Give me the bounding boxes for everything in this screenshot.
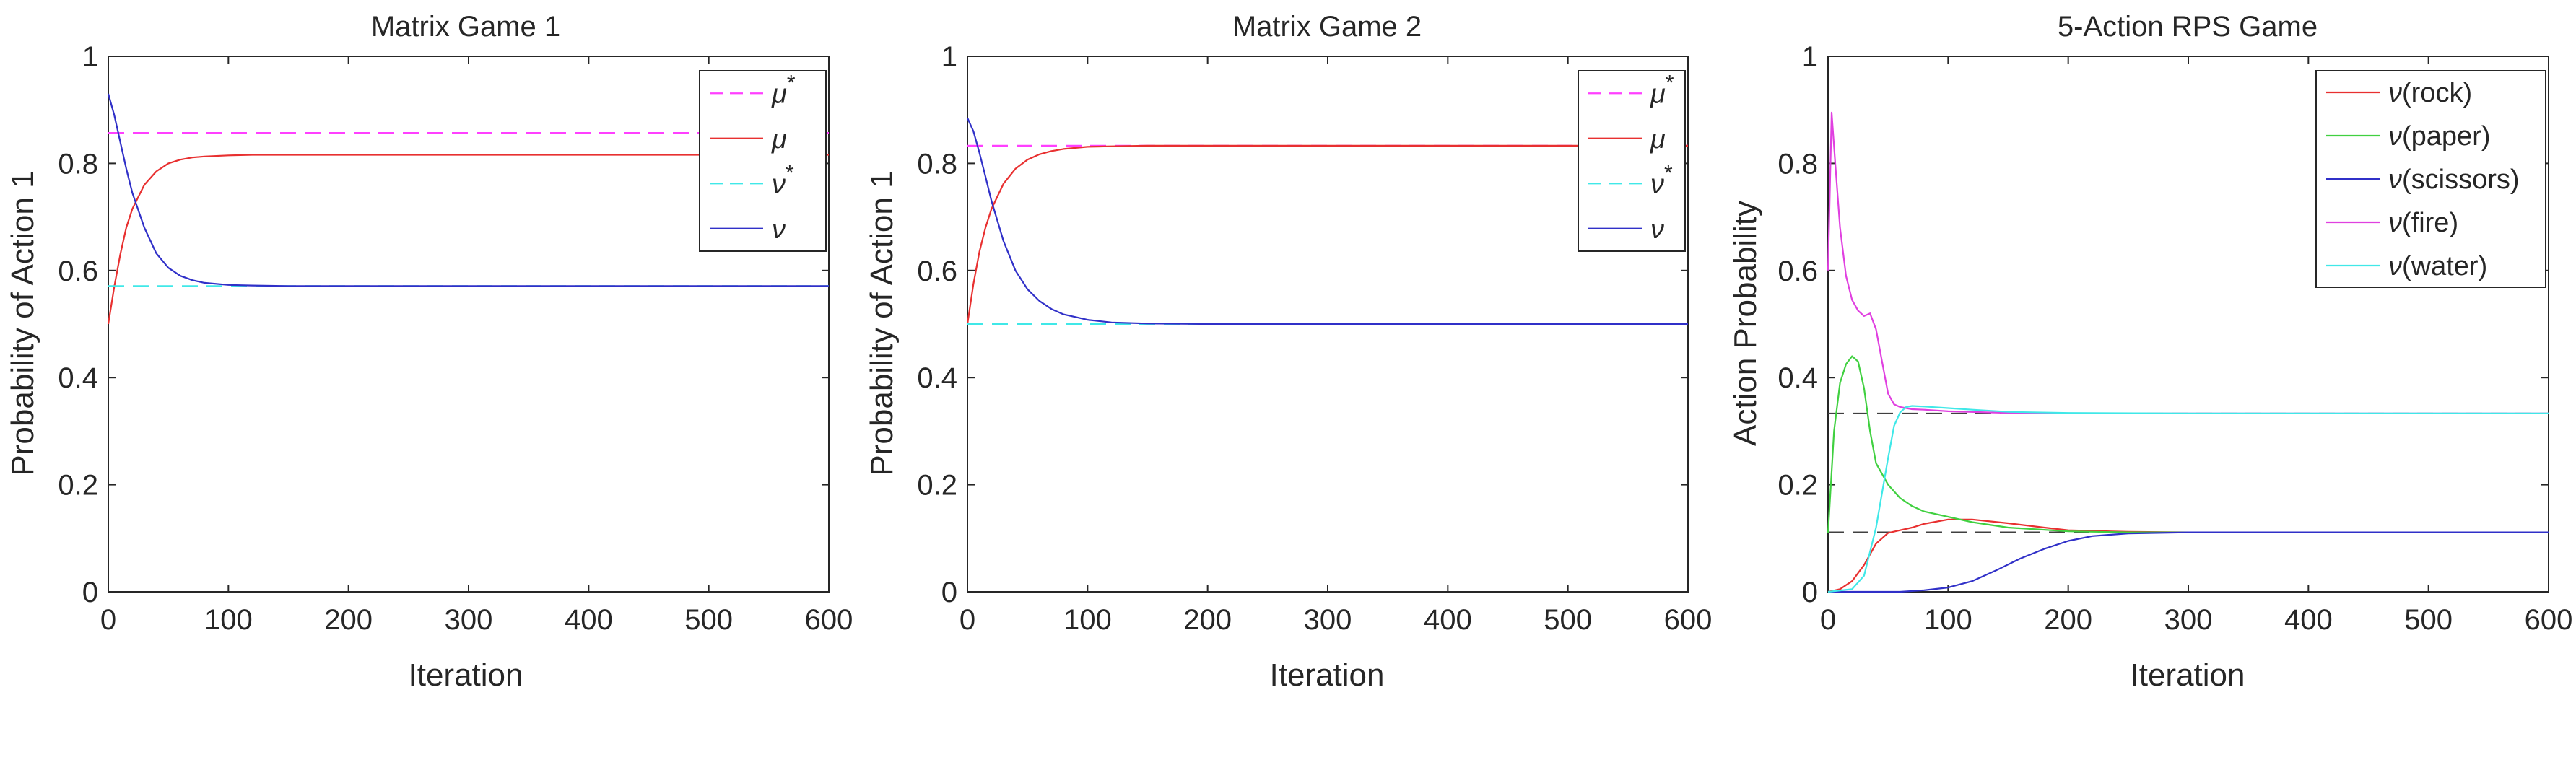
y-tick-label: 1 [1802,41,1818,73]
x-tick-label: 300 [1304,604,1352,636]
legend-label: (fire) [2402,208,2458,238]
legend: ν(rock)ν(paper)ν(scissors)ν(fire)ν(water… [2315,70,2546,288]
legend-entry: ν(fire) [2388,208,2458,238]
y-tick-label: 0.8 [1777,148,1818,180]
y-tick-label: 0.2 [917,470,957,502]
legend-label: (paper) [2402,121,2491,152]
legend: μ*μν*ν [1578,70,1686,252]
x-tick-label: 400 [565,604,613,636]
y-tick-label: 0.4 [1777,362,1818,394]
legend-entry: ν [772,214,786,245]
legend-superscript: * [1666,71,1674,95]
chart-title: Matrix Game 1 [371,11,560,43]
legend-symbol: ν [2388,78,2402,108]
y-tick-label: 0.6 [58,255,98,287]
x-tick-label: 300 [2164,604,2213,636]
y-tick-label: 0.4 [917,362,957,394]
x-tick-label: 0 [960,604,975,636]
x-tick-label: 200 [2044,604,2092,636]
legend-entry: μ* [771,71,796,109]
legend: μ*μν*ν [699,70,827,252]
legend-symbol: ν [2388,251,2402,281]
legend-symbol: ν [1650,169,1664,199]
x-tick-label: 300 [445,604,493,636]
legend-symbol: μ [1650,124,1666,154]
x-tick-label: 600 [805,604,853,636]
y-tick-label: 1 [82,41,98,73]
chart-title: 5-Action RPS Game [2058,11,2318,43]
legend-superscript: * [786,161,794,185]
y-tick-label: 0.8 [58,148,98,180]
y-axis-label: Probability of Action 1 [5,170,40,476]
legend-symbol: μ [771,124,787,154]
legend-entry: μ [1650,124,1666,154]
legend-symbol: μ [771,79,787,109]
legend-entry: ν [1650,214,1664,245]
x-tick-label: 200 [1183,604,1232,636]
chart-matrix-game-2: Matrix Game 2 Iteration Probability of A… [864,11,1712,693]
series-line [1827,405,2549,593]
legend-symbol: ν [2388,165,2402,195]
legend-label: (water) [2402,251,2487,281]
y-tick-label: 0 [1802,577,1818,608]
x-axis-label: Iteration [1270,657,1385,693]
x-tick-label: 200 [324,604,373,636]
y-axis-label: Action Probability [1728,201,1763,446]
chart-matrix-game-1: Matrix Game 1 Iteration Probability of A… [5,11,853,693]
legend-entry: ν(paper) [2388,121,2491,152]
y-tick-label: 0.2 [1777,470,1818,502]
x-tick-label: 400 [1424,604,1472,636]
legend-label: (scissors) [2402,165,2520,195]
x-tick-label: 0 [100,604,116,636]
legend-entry: ν* [772,161,794,199]
legend-entry: μ [771,124,787,154]
series-line [1828,531,2549,593]
x-tick-label: 100 [1063,604,1112,636]
series-line [966,144,1688,325]
y-tick-label: 0 [82,577,98,608]
x-tick-label: 100 [204,604,253,636]
legend-symbol: ν [772,169,786,199]
x-tick-label: 600 [2525,604,2573,636]
x-axis-label: Iteration [2131,657,2245,693]
legend-entry: ν(scissors) [2388,165,2520,195]
y-tick-label: 0.8 [917,148,957,180]
legend-box [1578,70,1686,252]
legend-entry: ν(water) [2388,251,2487,281]
y-axis-label: Probability of Action 1 [864,170,900,476]
legend-box [699,70,827,252]
series-line [107,154,829,325]
x-tick-label: 500 [2404,604,2453,636]
legend-symbol: ν [1650,214,1664,245]
y-tick-label: 0.6 [917,255,957,287]
legend-symbol: ν [772,214,786,245]
x-tick-label: 100 [1924,604,1972,636]
chart-title: Matrix Game 2 [1232,11,1422,43]
legend-superscript: * [787,71,796,95]
y-tick-label: 0.6 [1777,255,1818,287]
x-tick-label: 500 [684,604,733,636]
legend-symbol: μ [1650,79,1666,109]
legend-symbol: ν [2388,208,2402,238]
legend-entry: ν(rock) [2388,78,2472,108]
x-tick-label: 0 [1820,604,1836,636]
y-tick-label: 0.4 [58,362,98,394]
x-tick-label: 400 [2284,604,2333,636]
y-tick-label: 1 [941,41,957,73]
x-tick-label: 500 [1544,604,1592,636]
legend-entry: μ* [1650,71,1674,109]
y-tick-label: 0.2 [58,470,98,502]
x-axis-label: Iteration [409,657,523,693]
legend-entry: ν* [1650,161,1673,199]
series-line [966,117,1688,325]
legend-superscript: * [1664,161,1673,185]
legend-symbol: ν [2388,121,2402,152]
legend-label: (rock) [2402,78,2472,108]
y-tick-label: 0 [941,577,957,608]
chart-5-action-rps-game: 5-Action RPS Game Iteration Action Proba… [1728,11,2572,693]
x-tick-label: 600 [1664,604,1713,636]
series-line [107,93,829,287]
